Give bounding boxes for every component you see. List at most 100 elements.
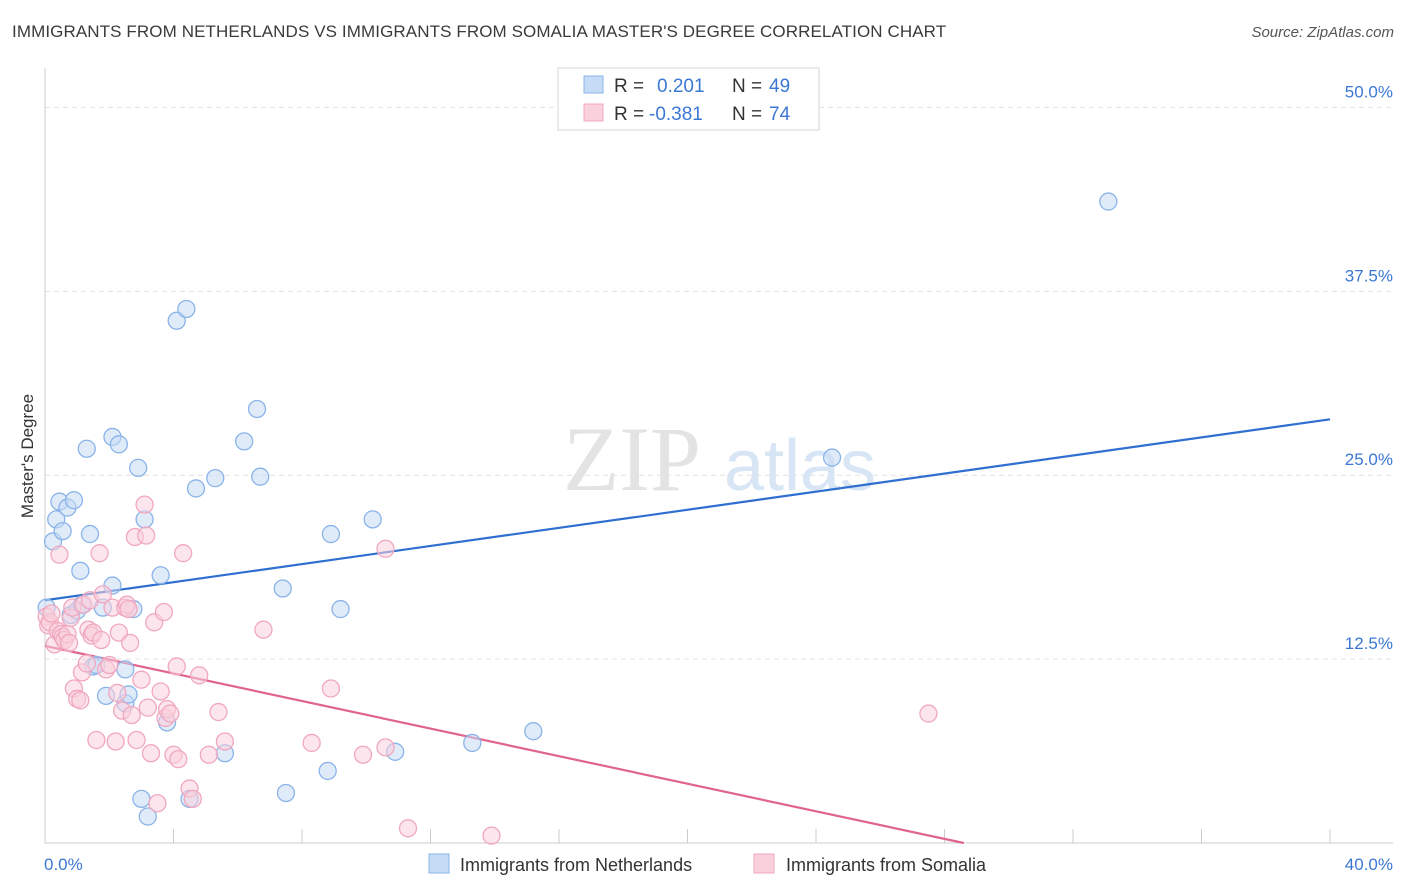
point-somalia: [100, 655, 119, 675]
point-netherlands: [177, 299, 196, 319]
point-somalia: [353, 745, 373, 764]
point-netherlands: [151, 566, 170, 585]
series-legend: Immigrants from Netherlands Immigrants f…: [428, 853, 987, 875]
point-somalia: [59, 633, 79, 653]
point-somalia: [148, 794, 167, 813]
point-somalia: [120, 633, 140, 653]
legend-label-somalia: Immigrants from Somalia: [786, 855, 987, 875]
stats-n-label-somalia: N =: [732, 104, 762, 125]
point-somalia: [190, 666, 209, 685]
point-somalia: [138, 698, 157, 717]
stats-n-value-somalia: 74: [769, 104, 791, 125]
grid-lines: [45, 106, 1393, 660]
trend-line-somalia: [44, 644, 965, 845]
point-somalia: [302, 733, 321, 753]
point-somalia: [199, 745, 218, 764]
y-tick-label: 37.5%: [1345, 266, 1393, 285]
point-somalia: [919, 704, 938, 723]
point-somalia: [151, 682, 170, 701]
point-somalia: [50, 545, 69, 564]
legend-swatch-netherlands: [428, 853, 450, 874]
y-tick-label: 12.5%: [1345, 634, 1393, 653]
y-axis-label: Master's Degree: [18, 394, 37, 518]
point-netherlands: [64, 491, 84, 510]
point-somalia: [108, 683, 127, 703]
point-netherlands: [524, 722, 543, 741]
point-somalia: [77, 654, 96, 673]
point-somalia: [135, 495, 154, 514]
stats-r-value-somalia: -0.381: [649, 104, 703, 125]
point-somalia: [106, 732, 125, 751]
stats-r-label-netherlands: R =: [614, 76, 644, 97]
stats-n-label-netherlands: N =: [732, 76, 762, 97]
point-netherlands: [247, 399, 267, 419]
trend-line-netherlands: [44, 418, 1331, 602]
watermark: ZIP atlas: [563, 408, 876, 510]
point-netherlands: [318, 761, 337, 781]
point-somalia: [173, 544, 193, 563]
point-somalia: [376, 738, 395, 757]
x-tick-label-max: 40.0%: [1345, 855, 1393, 874]
point-netherlands: [167, 311, 186, 330]
point-netherlands: [331, 599, 350, 619]
point-somalia: [71, 691, 90, 710]
point-netherlands: [321, 524, 341, 544]
point-netherlands: [129, 458, 148, 478]
point-netherlands: [80, 524, 100, 544]
point-somalia: [137, 526, 156, 545]
point-somalia: [154, 602, 174, 622]
point-somalia: [90, 544, 109, 563]
point-somalia: [398, 819, 418, 838]
point-somalia: [141, 744, 161, 763]
legend-label-netherlands: Immigrants from Netherlands: [460, 855, 692, 875]
point-somalia: [215, 732, 235, 751]
stats-r-label-somalia: R =: [614, 104, 644, 125]
source-label: Source: ZipAtlas.com: [1251, 24, 1394, 41]
watermark-zip: ZIP: [563, 408, 701, 510]
x-tick-label-min: 0.0%: [44, 855, 83, 874]
point-netherlands: [116, 660, 135, 679]
watermark-atlas: atlas: [724, 426, 876, 506]
point-somalia: [161, 704, 180, 723]
point-somalia: [183, 789, 202, 809]
point-netherlands: [822, 448, 842, 467]
stats-r-value-netherlands: 0.201: [657, 76, 705, 97]
point-netherlands: [251, 467, 270, 486]
point-netherlands: [53, 521, 72, 541]
point-netherlands: [235, 432, 254, 451]
point-netherlands: [138, 807, 157, 826]
y-tick-labels: 12.5% 25.0% 37.5% 50.0%: [1345, 82, 1393, 653]
point-somalia: [42, 604, 61, 623]
point-somalia: [109, 623, 129, 642]
data-points: [37, 192, 1118, 845]
stats-n-value-netherlands: 49: [769, 76, 790, 97]
legend-swatch-somalia: [753, 853, 775, 874]
point-netherlands: [363, 510, 382, 529]
stats-swatch-somalia: [583, 103, 604, 122]
axes: [44, 68, 1393, 844]
point-somalia: [321, 679, 341, 698]
point-somalia: [376, 539, 395, 558]
point-somalia: [254, 620, 273, 639]
point-netherlands: [186, 479, 206, 498]
point-netherlands: [463, 733, 482, 753]
point-somalia: [119, 599, 138, 619]
point-somalia: [127, 730, 146, 750]
point-somalia: [169, 749, 188, 769]
point-netherlands: [77, 439, 96, 458]
point-netherlands: [132, 789, 151, 809]
chart-title: IMMIGRANTS FROM NETHERLANDS VS IMMIGRANT…: [12, 22, 947, 41]
point-somalia: [132, 670, 151, 689]
point-somalia: [122, 705, 141, 725]
point-somalia: [92, 630, 111, 650]
point-netherlands: [1099, 192, 1118, 211]
stats-legend: R = 0.201 N = 49 R = -0.381 N = 74: [557, 67, 820, 131]
point-somalia: [209, 702, 228, 722]
stats-swatch-netherlands: [583, 75, 604, 94]
point-netherlands: [276, 783, 296, 803]
x-tick-labels: 0.0% 40.0%: [44, 855, 1393, 874]
point-netherlands: [71, 561, 90, 580]
point-somalia: [93, 585, 112, 604]
point-somalia: [167, 657, 186, 676]
